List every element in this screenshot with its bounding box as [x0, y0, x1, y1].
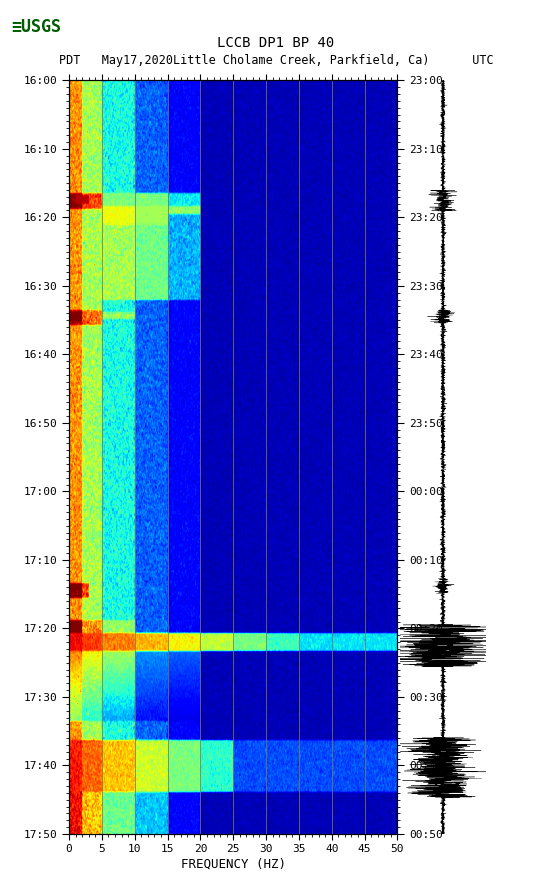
Text: LCCB DP1 BP 40: LCCB DP1 BP 40	[217, 36, 335, 50]
X-axis label: FREQUENCY (HZ): FREQUENCY (HZ)	[181, 857, 286, 871]
Text: ≡USGS: ≡USGS	[11, 18, 61, 36]
Text: PDT   May17,2020Little Cholame Creek, Parkfield, Ca)      UTC: PDT May17,2020Little Cholame Creek, Park…	[59, 54, 493, 67]
